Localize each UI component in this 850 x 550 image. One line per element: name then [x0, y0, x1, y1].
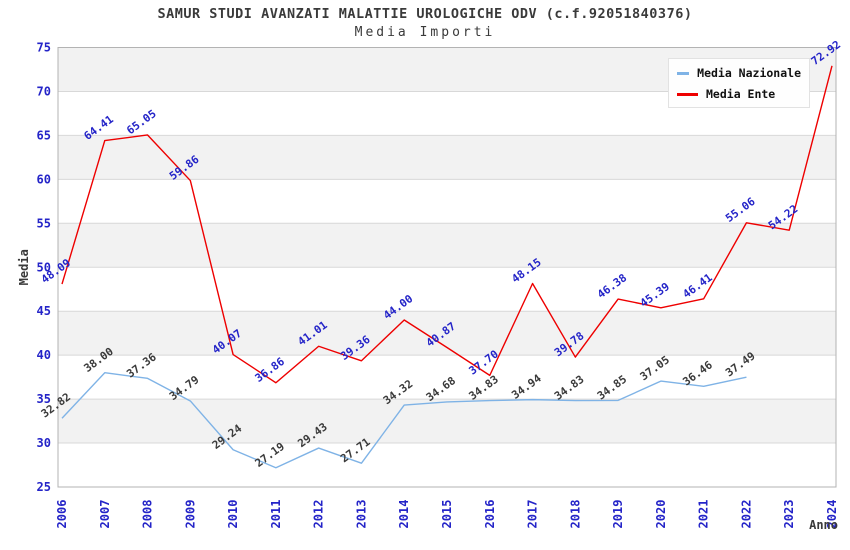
y-tick-label: 50 [37, 260, 51, 274]
value-label: 36.86 [253, 355, 288, 385]
plot-border [57, 47, 837, 488]
y-tick-label: 40 [37, 348, 51, 362]
legend-label: Media Ente [706, 87, 776, 101]
x-tick-label: 2014 [397, 500, 411, 529]
y-tick-label: 25 [37, 480, 51, 494]
y-tick-label: 45 [37, 304, 51, 318]
y-tick-label: 70 [37, 84, 51, 98]
x-tick-label: 2019 [611, 500, 625, 529]
legend-swatch-nazionale-icon [677, 71, 690, 75]
x-tick-label: 2010 [226, 500, 240, 529]
x-tick-label: 2006 [55, 500, 69, 529]
y-tick-label: 35 [37, 392, 51, 406]
y-tick-label: 60 [37, 172, 51, 186]
x-tick-label: 2018 [568, 500, 582, 529]
x-tick-label: 2024 [825, 500, 839, 529]
y-axis-title: Media [17, 249, 31, 285]
y-tick-label: 75 [37, 41, 51, 55]
value-label: 34.83 [552, 373, 586, 403]
plot-band [58, 399, 836, 444]
legend-swatch-ente-icon [677, 92, 698, 96]
series-line-media-ente [61, 65, 833, 384]
x-tick-label: 2007 [98, 500, 112, 529]
value-label: 36.46 [680, 358, 715, 388]
x-tick-label: 2021 [697, 500, 711, 529]
value-label: 37.05 [638, 353, 672, 383]
x-tick-label: 2009 [183, 500, 197, 529]
series-line-media-nazionale [61, 372, 747, 469]
value-label: 46.41 [680, 271, 715, 301]
x-tick-label: 2011 [269, 500, 283, 529]
legend: Media Nazionale Media Ente [668, 58, 810, 108]
value-label: 34.83 [467, 373, 501, 403]
x-tick-label: 2015 [440, 500, 454, 529]
x-axis-title: Anno [809, 518, 838, 532]
legend-item-media-ente: Media Ente [677, 87, 801, 101]
legend-label: Media Nazionale [697, 66, 801, 80]
plot-band [58, 223, 836, 268]
chart-title: SAMUR STUDI AVANZATI MALATTIE UROLOGICHE… [157, 6, 693, 22]
plot-band [58, 135, 836, 180]
y-tick-label: 30 [37, 436, 51, 450]
value-label: 34.94 [509, 372, 544, 402]
x-tick-label: 2008 [141, 500, 155, 529]
y-tick-label: 65 [37, 128, 51, 142]
x-tick-label: 2016 [483, 500, 497, 529]
value-label: 45.39 [638, 280, 672, 310]
x-tick-label: 2013 [354, 500, 368, 529]
x-tick-label: 2012 [312, 500, 326, 529]
value-label: 55.06 [723, 195, 758, 225]
y-tick-label: 55 [37, 216, 51, 230]
x-tick-label: 2017 [526, 500, 540, 529]
x-tick-label: 2023 [782, 500, 796, 529]
value-label: 46.38 [595, 271, 629, 301]
chart-subtitle: Media Importi [354, 25, 496, 40]
value-label: 65.05 [124, 107, 158, 137]
x-tick-label: 2020 [654, 500, 668, 529]
x-tick-label: 2022 [739, 500, 753, 529]
legend-item-media-nazionale: Media Nazionale [677, 66, 801, 80]
